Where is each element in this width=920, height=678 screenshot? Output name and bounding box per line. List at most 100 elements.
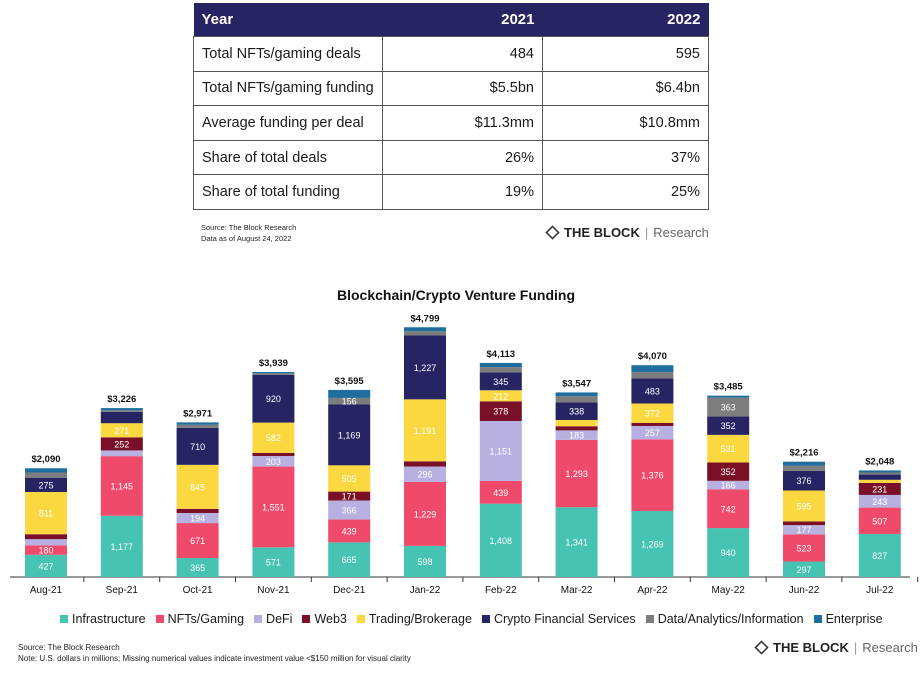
cell-2022: 37% [542, 139, 709, 176]
bar-segment-infrastructure [25, 554, 67, 577]
x-tick-label: Aug-21 [30, 585, 63, 596]
segment-value-label: 366 [342, 506, 357, 516]
segment-value-label: 1,151 [490, 446, 513, 456]
segment-value-label: 827 [872, 551, 887, 561]
bar-segment-crypto-financial-services [176, 427, 219, 465]
bar-segment-nfts-gaming [858, 507, 901, 534]
venture-funding-chart: Blockchain/Crypto Venture Funding 427 180 8… [10, 287, 919, 596]
bar-segment-data-analytics-information [176, 424, 219, 428]
bar-segment-trading-brokerage [328, 465, 371, 492]
segment-value-label: 671 [190, 536, 205, 546]
summary-table: Year 2021 2022 Total NFTs/gaming deals 4… [193, 3, 709, 210]
cell-2021: $5.5bn [382, 70, 543, 107]
bar-segment-web3 [631, 422, 674, 426]
segment-value-label: 427 [38, 561, 53, 571]
legend-label: NFTs/Gaming [167, 612, 245, 626]
segment-value-label: 1,227 [414, 363, 437, 373]
segment-value-label: 177 [796, 525, 811, 535]
bar-segment-crypto-financial-services [555, 402, 598, 420]
brand-name: THE BLOCK [773, 640, 849, 655]
bar-segment-crypto-financial-services [404, 335, 446, 400]
segment-value-label: 338 [569, 407, 584, 417]
segment-value-label: 345 [493, 377, 508, 387]
bar-segment-data-analytics-information [328, 397, 371, 405]
bar-segment-crypto-financial-services [100, 411, 143, 424]
segment-value-label: 1,293 [565, 469, 588, 479]
row-label: Share of total deals [193, 139, 383, 176]
bar-segment-defi [631, 425, 674, 440]
segment-value-label: 156 [342, 397, 357, 407]
segment-value-label: 1,408 [490, 536, 513, 546]
bar-segment-enterprise [783, 461, 825, 466]
bar-segment-defi [404, 466, 446, 482]
bar-segment-defi [555, 430, 598, 440]
bar-segment-enterprise [707, 395, 750, 398]
bar-segment-trading-brokerage [100, 423, 143, 438]
block-logo-icon [754, 640, 769, 655]
bar-segment-nfts-gaming [176, 523, 219, 559]
segment-value-label: 595 [796, 501, 811, 511]
segment-value-label: 183 [569, 431, 584, 441]
bar-segment-defi [858, 494, 901, 508]
segment-value-label: 598 [417, 557, 432, 567]
brand-sub: Research [862, 640, 918, 655]
cell-2021: 19% [382, 174, 543, 210]
bar-total-label: $3,595 [335, 376, 365, 387]
bar-total-label: $2,048 [865, 456, 894, 467]
bar-segment-web3 [555, 426, 598, 431]
bar-segment-web3 [404, 461, 446, 467]
segment-value-label: 166 [721, 481, 736, 491]
legend-item: Trading/Brokerage [356, 612, 472, 626]
segment-value-label: 845 [190, 482, 205, 492]
segment-value-label: 363 [721, 403, 736, 413]
bar-segment-infrastructure [404, 545, 446, 577]
legend-label: Trading/Brokerage [368, 612, 472, 626]
cell-2021: $11.3mm [382, 105, 543, 141]
bar-segment-data-analytics-information [100, 410, 143, 412]
bar-segment-web3 [858, 482, 901, 495]
x-tick-label: Jul-22 [866, 585, 894, 596]
cell-2022: 25% [542, 174, 709, 210]
x-tick-label: Jan-22 [410, 585, 441, 596]
bar-segment-nfts-gaming [252, 466, 295, 548]
legend-item: Enterprise [813, 612, 883, 626]
segment-value-label: 1,191 [414, 426, 437, 436]
bar-segment-enterprise [555, 392, 598, 397]
chart-note: Note: U.S. dollars in millions; Missing … [18, 654, 411, 663]
bar-segment-infrastructure [783, 561, 825, 577]
segment-value-label: 710 [190, 442, 205, 452]
legend-swatch [356, 615, 365, 623]
bar-segment-crypto-financial-services [783, 470, 825, 491]
bar-segment-enterprise [252, 372, 295, 374]
x-tick-label: Oct-21 [183, 585, 213, 596]
bar-segment-web3 [176, 508, 219, 513]
bar-segment-infrastructure [631, 510, 674, 577]
chart-footer: Source: The Block Research Note: U.S. do… [18, 642, 411, 664]
bar-segment-defi [707, 480, 750, 490]
segment-value-label: 523 [796, 543, 811, 553]
bar-segment-trading-brokerage [555, 419, 598, 427]
bar-segment-enterprise [328, 389, 371, 398]
brand-name: THE BLOCK [564, 225, 640, 240]
bar-segment-infrastructure [858, 533, 901, 577]
row-label: Total NFTs/gaming funding [193, 70, 383, 107]
bar-segment-defi [783, 525, 825, 535]
bar-segment-crypto-financial-services [631, 378, 674, 404]
bar-segment-trading-brokerage [404, 399, 446, 462]
bar-total-label: $2,090 [31, 454, 60, 465]
table-row: Share of total deals 26% 37% [193, 139, 709, 176]
brand-logo-bottom: THE BLOCK | Research [754, 640, 918, 655]
bar-segment-trading-brokerage [479, 390, 522, 402]
bar-segment-data-analytics-information [404, 331, 446, 336]
brand-separator: | [853, 640, 858, 655]
segment-value-label: 1,145 [111, 481, 134, 491]
segment-value-label: 378 [493, 407, 508, 417]
bar-segment-enterprise [858, 470, 901, 473]
bar-segment-crypto-financial-services [707, 416, 750, 435]
segment-value-label: 1,229 [414, 509, 437, 519]
brand-sub: Research [653, 225, 709, 240]
bar-segment-defi [100, 450, 143, 457]
x-tick-label: Apr-22 [637, 585, 667, 596]
bar-segment-data-analytics-information [555, 396, 598, 403]
bar-segment-nfts-gaming [100, 456, 143, 516]
